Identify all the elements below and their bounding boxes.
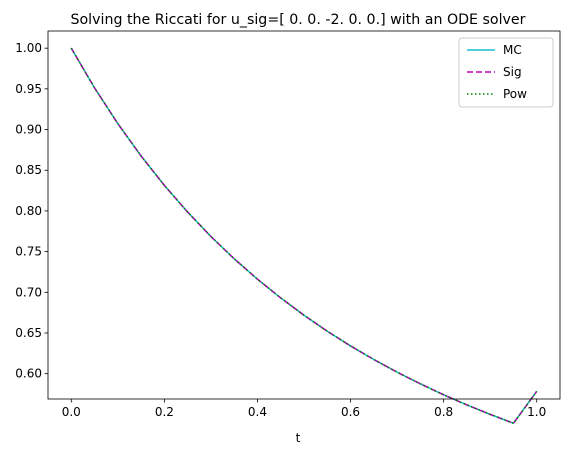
y-tick-label: 1.00 xyxy=(15,41,42,55)
legend: MC Sig Pow xyxy=(458,37,554,108)
plot-area: 0.0 0.2 0.4 0.6 0.8 1.0 0.60 0.65 0.70 0.75 0.80 0.… xyxy=(15,30,561,424)
y-tick-label: 0.85 xyxy=(15,163,42,177)
y-tick-label: 0.65 xyxy=(15,326,42,340)
y-tick-label: 0.95 xyxy=(15,82,42,96)
y-tick-label: 0.90 xyxy=(15,123,42,137)
legend-label-pow: Pow xyxy=(503,87,527,101)
axes-frame xyxy=(47,30,561,400)
y-tick-label: 0.60 xyxy=(15,367,42,381)
y-tick-label: 0.75 xyxy=(15,245,42,259)
series-line-sig xyxy=(70,47,538,424)
legend-label-mc: MC xyxy=(503,43,522,57)
x-tick-label: 0.2 xyxy=(155,405,174,419)
x-tick-label: 0.6 xyxy=(341,405,360,419)
series-line-pow xyxy=(70,47,538,424)
x-tick-label: 0.4 xyxy=(248,405,267,419)
x-tick-label: 0.0 xyxy=(62,405,81,419)
x-axis-label: t xyxy=(296,431,301,445)
chart-title: Solving the Riccati for u_sig=[ 0. 0. -2… xyxy=(71,12,526,28)
x-tick-label: 0.8 xyxy=(434,405,453,419)
y-tick-label: 0.80 xyxy=(15,204,42,218)
x-tick-label: 1.0 xyxy=(527,405,546,419)
legend-box xyxy=(458,37,554,108)
y-tick-label: 0.70 xyxy=(15,285,42,299)
legend-label-sig: Sig xyxy=(503,65,522,79)
